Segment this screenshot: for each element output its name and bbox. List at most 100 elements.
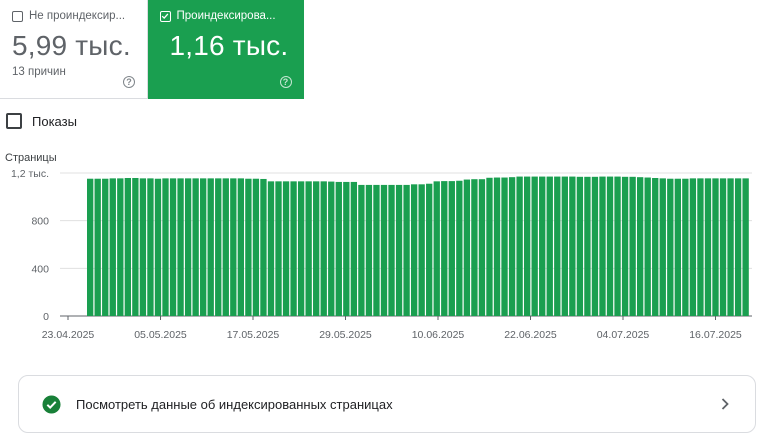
bar xyxy=(124,178,132,316)
bar xyxy=(380,184,388,316)
bar xyxy=(433,181,440,316)
bar xyxy=(523,176,531,316)
bar xyxy=(606,176,614,316)
bar xyxy=(508,177,516,316)
not-indexed-label: Не проиндексир... xyxy=(29,10,126,22)
y-tick-label: 0 xyxy=(43,311,49,323)
bar xyxy=(350,181,358,316)
bar xyxy=(109,178,116,316)
bar xyxy=(154,178,162,316)
bar xyxy=(297,181,305,316)
bar xyxy=(373,184,380,316)
bar xyxy=(132,178,139,316)
bar xyxy=(501,177,508,316)
bar xyxy=(463,179,471,316)
bar xyxy=(561,176,568,316)
bar xyxy=(275,181,282,316)
bar xyxy=(584,176,591,316)
not-indexed-header: Не проиндексир... xyxy=(12,10,125,22)
bar xyxy=(629,176,636,316)
bar xyxy=(365,184,373,316)
not-indexed-reasons: 13 причин xyxy=(12,66,66,78)
x-tick-label: 22.06.2025 xyxy=(504,329,557,341)
indexed-count: 1,16 тыс. xyxy=(169,30,289,61)
x-tick-label: 23.04.2025 xyxy=(42,329,95,341)
view-indexed-pages-card[interactable]: Посмотреть данные об индексированных стр… xyxy=(18,375,756,433)
y-axis-title: Страницы xyxy=(5,152,57,164)
bar xyxy=(712,178,719,316)
bar xyxy=(335,181,342,316)
bar xyxy=(410,184,418,316)
indexed-header: Проиндексирова... xyxy=(159,10,276,22)
bar xyxy=(192,178,199,316)
bar xyxy=(636,177,644,316)
bar xyxy=(403,184,410,316)
bar xyxy=(117,178,124,316)
bar xyxy=(395,184,403,316)
bar xyxy=(697,178,704,316)
y-tick-label: 800 xyxy=(31,216,49,228)
bar xyxy=(734,178,742,316)
check-circle-icon xyxy=(42,395,61,414)
not-indexed-checkbox[interactable] xyxy=(12,10,23,22)
not-indexed-tile[interactable]: Не проиндексир... 5,99 тыс. 13 причин ? xyxy=(0,0,148,99)
bar xyxy=(94,178,101,316)
bar xyxy=(102,178,109,316)
bar xyxy=(343,181,350,316)
bar xyxy=(305,181,312,316)
checkmark-icon xyxy=(161,12,168,19)
x-tick-label: 10.06.2025 xyxy=(412,329,465,341)
indexed-tile[interactable]: Проиндексирова... 1,16 тыс. ? xyxy=(147,0,304,99)
bar xyxy=(320,181,327,316)
impressions-toggle[interactable]: Показы xyxy=(6,113,77,129)
impressions-label: Показы xyxy=(32,113,77,129)
bar xyxy=(456,180,463,316)
bar xyxy=(87,178,94,316)
help-icon[interactable]: ? xyxy=(123,76,135,88)
bar xyxy=(659,178,666,316)
bar xyxy=(742,178,749,316)
help-icon[interactable]: ? xyxy=(279,76,292,88)
x-tick-label: 05.05.2025 xyxy=(134,329,187,341)
bar xyxy=(237,178,245,316)
bar xyxy=(652,178,659,316)
bar xyxy=(531,176,538,316)
bar xyxy=(569,176,576,316)
bar xyxy=(539,176,546,316)
chevron-right-icon xyxy=(721,398,729,410)
x-tick-label: 16.07.2025 xyxy=(689,329,742,341)
bar xyxy=(644,177,651,316)
bar xyxy=(169,178,177,316)
bar xyxy=(426,183,433,316)
bar xyxy=(689,178,697,316)
bar xyxy=(719,178,727,316)
bar xyxy=(516,176,523,316)
bar xyxy=(674,178,681,316)
bar xyxy=(478,179,486,316)
bar xyxy=(418,184,425,316)
bar xyxy=(313,181,320,316)
bar xyxy=(260,178,267,316)
bar xyxy=(614,176,621,316)
bar xyxy=(486,177,493,316)
bar xyxy=(147,178,154,316)
x-tick-label: 17.05.2025 xyxy=(227,329,280,341)
bar xyxy=(441,181,448,316)
bar xyxy=(328,181,335,316)
view-indexed-pages-label: Посмотреть данные об индексированных стр… xyxy=(76,397,393,412)
indexed-label: Проиндексирова... xyxy=(176,10,276,22)
indexed-pages-chart: Страницы 0 400 800 1,2 тыс. 23.04.2025 05.05.2… xyxy=(5,152,752,341)
bar xyxy=(252,178,260,316)
indexed-checkbox[interactable] xyxy=(159,10,171,22)
bar xyxy=(177,178,184,316)
bar xyxy=(358,184,365,316)
bar xyxy=(200,178,207,316)
bar xyxy=(576,176,584,316)
bar xyxy=(184,178,192,316)
bar xyxy=(245,178,252,316)
not-indexed-count: 5,99 тыс. xyxy=(12,30,131,61)
bar xyxy=(621,176,629,316)
y-tick-label: 1,2 тыс. xyxy=(11,168,49,180)
impressions-checkbox[interactable] xyxy=(6,113,22,129)
bar xyxy=(546,176,553,316)
